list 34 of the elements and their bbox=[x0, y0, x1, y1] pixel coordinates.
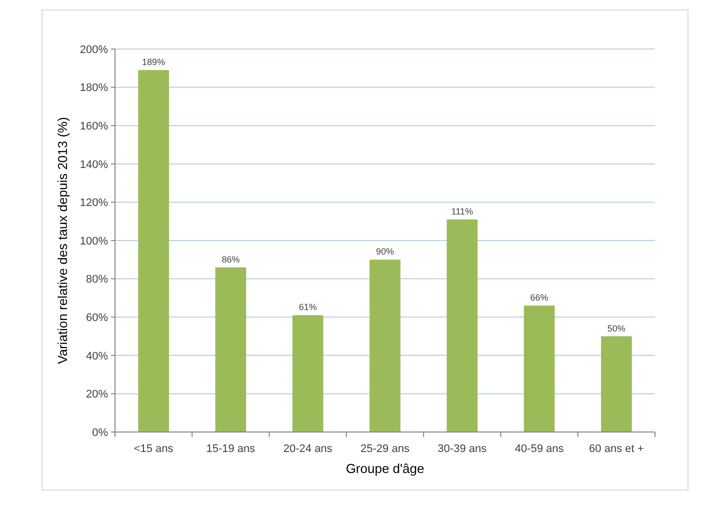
x-tick-label: 30-39 ans bbox=[438, 443, 488, 455]
data-label: 111% bbox=[451, 206, 473, 216]
data-label: 86% bbox=[222, 254, 240, 264]
x-tick-label: 40-59 ans bbox=[514, 443, 564, 455]
bar bbox=[601, 336, 632, 432]
data-label: 189% bbox=[142, 57, 166, 68]
y-tick-label: 20% bbox=[86, 388, 108, 401]
x-tick-label: 20-24 ans bbox=[283, 443, 333, 455]
x-tick-label: 15-19 ans bbox=[206, 443, 256, 455]
y-tick-label: 0% bbox=[92, 426, 108, 439]
data-label: 50% bbox=[607, 323, 626, 334]
y-tick-label: 100% bbox=[80, 235, 108, 248]
bar bbox=[446, 219, 478, 432]
bar bbox=[138, 70, 169, 432]
x-axis-title: Groupe d'âge bbox=[346, 461, 424, 476]
y-tick-label: 60% bbox=[86, 312, 108, 324]
data-label: 61% bbox=[298, 302, 317, 312]
y-tick-label: 160% bbox=[80, 120, 108, 132]
x-tick-label: 60 ans et + bbox=[589, 443, 644, 455]
bar bbox=[524, 306, 555, 432]
y-tick-label: 180% bbox=[80, 82, 108, 94]
y-tick-label: 120% bbox=[80, 197, 108, 210]
x-tick-label: <15 ans bbox=[134, 443, 174, 455]
data-label: 66% bbox=[530, 292, 548, 303]
y-tick-label: 140% bbox=[80, 158, 108, 171]
y-tick-label: 200% bbox=[80, 44, 108, 56]
x-tick-label: 25-29 ans bbox=[360, 443, 410, 455]
y-axis-title: Variation relative des taux depuis 2013 (%) bbox=[55, 117, 70, 364]
bar bbox=[370, 260, 400, 432]
y-tick-label: 80% bbox=[86, 274, 108, 286]
bar bbox=[215, 267, 246, 432]
data-label: 90% bbox=[376, 246, 394, 257]
y-tick-label: 40% bbox=[86, 350, 108, 362]
bar bbox=[292, 315, 324, 432]
